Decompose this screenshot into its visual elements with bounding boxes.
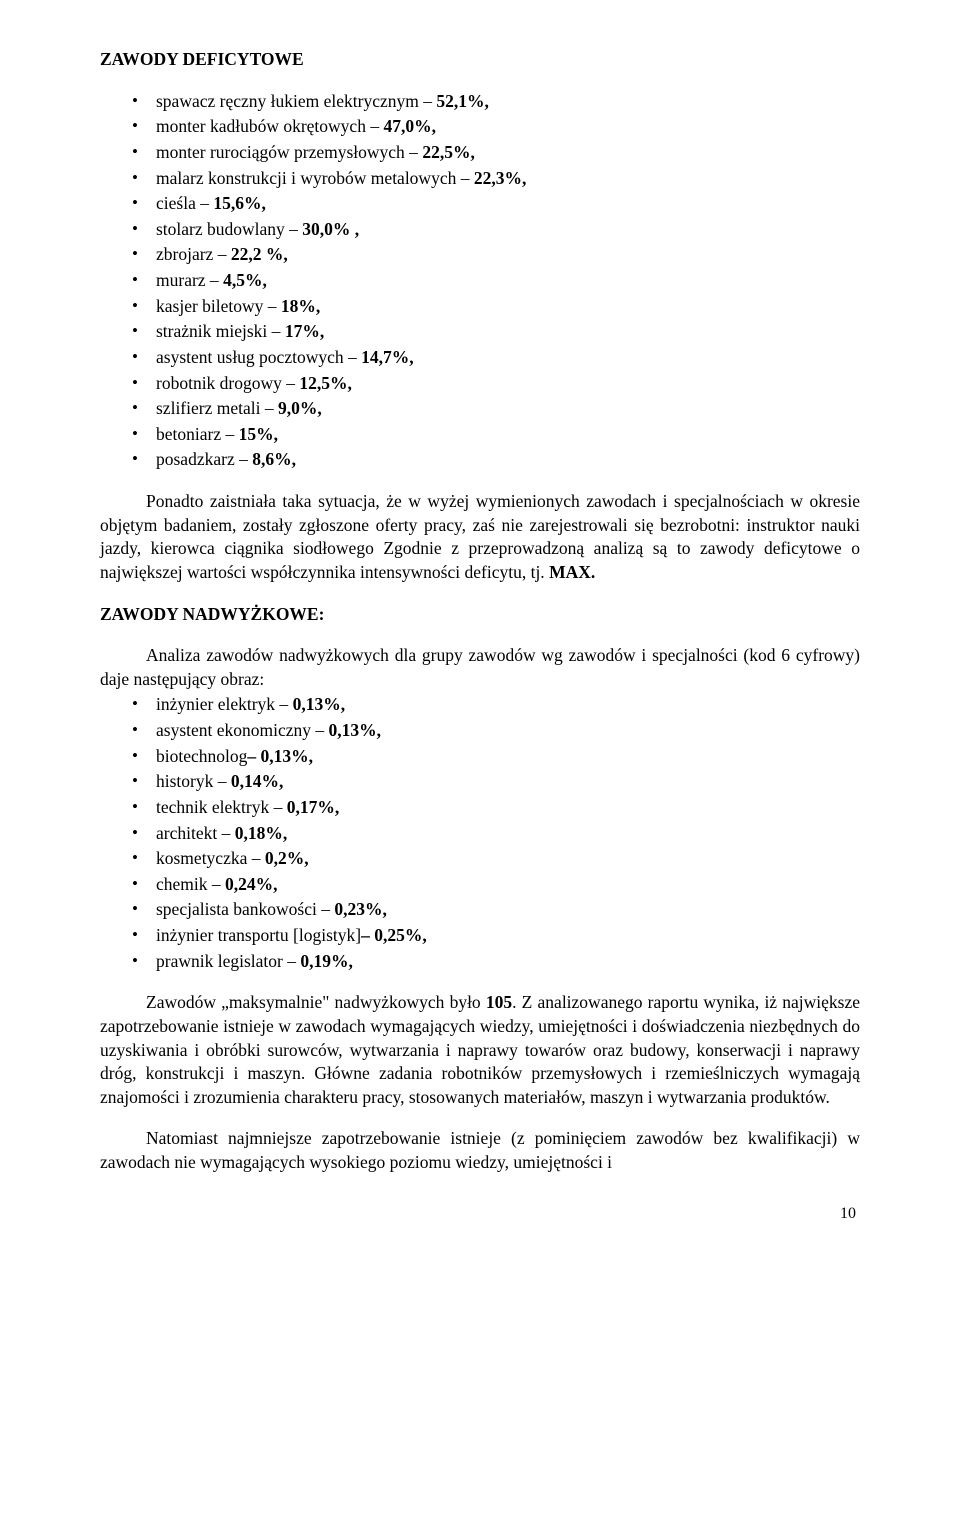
item-value: 22,5%,	[422, 142, 475, 162]
document-page: ZAWODY DEFICYTOWE spawacz ręczny łukiem …	[0, 0, 960, 1264]
item-value: 14,7%,	[361, 347, 414, 367]
list-item: malarz konstrukcji i wyrobów metalowych …	[100, 167, 860, 191]
item-value: 30,0% ,	[302, 219, 359, 239]
list-item: historyk – 0,14%,	[100, 770, 860, 794]
list-item: asystent usług pocztowych – 14,7%,	[100, 346, 860, 370]
item-text: szlifierz metali –	[156, 398, 278, 418]
item-text: monter rurociągów przemysłowych –	[156, 142, 422, 162]
list-item: chemik – 0,24%,	[100, 873, 860, 897]
item-value: 12,5%,	[299, 373, 352, 393]
list-item: technik elektryk – 0,17%,	[100, 796, 860, 820]
list-item: strażnik miejski – 17%,	[100, 320, 860, 344]
list-item: cieśla – 15,6%,	[100, 192, 860, 216]
item-text: stolarz budowlany –	[156, 219, 302, 239]
list-item: spawacz ręczny łukiem elektrycznym – 52,…	[100, 90, 860, 114]
item-value: 47,0%,	[383, 116, 436, 136]
item-value: 18%,	[281, 296, 320, 316]
page-number: 10	[100, 1203, 860, 1225]
item-text: murarz –	[156, 270, 223, 290]
item-value: 15,6%,	[213, 193, 266, 213]
item-value: 0,13%,	[293, 694, 346, 714]
item-value: 4,5%,	[223, 270, 267, 290]
item-text: robotnik drogowy –	[156, 373, 299, 393]
item-value: 0,14%,	[231, 771, 284, 791]
para3-a: Zawodów „maksymalnie" nadwyżkowych było	[146, 992, 486, 1012]
item-value: 0,17%,	[287, 797, 340, 817]
item-value: – 0,25%,	[361, 925, 427, 945]
item-text: chemik –	[156, 874, 225, 894]
item-value: 0,2%,	[265, 848, 309, 868]
list-item: kasjer biletowy – 18%,	[100, 295, 860, 319]
deficit-list: spawacz ręczny łukiem elektrycznym – 52,…	[100, 90, 860, 472]
list-item: asystent ekonomiczny – 0,13%,	[100, 719, 860, 743]
paragraph-surplus-summary: Zawodów „maksymalnie" nadwyżkowych było …	[100, 991, 860, 1109]
list-item: posadzkarz – 8,6%,	[100, 448, 860, 472]
list-item: specjalista bankowości – 0,23%,	[100, 898, 860, 922]
list-item: betoniarz – 15%,	[100, 423, 860, 447]
item-text: architekt –	[156, 823, 235, 843]
paragraph-deficit-summary: Ponadto zaistniała taka sytuacja, że w w…	[100, 490, 860, 585]
item-text: inżynier transportu [logistyk]	[156, 925, 361, 945]
item-value: 0,18%,	[235, 823, 288, 843]
item-text: asystent usług pocztowych –	[156, 347, 361, 367]
list-item: monter kadłubów okrętowych – 47,0%,	[100, 115, 860, 139]
item-value: 0,13%,	[329, 720, 382, 740]
paragraph-last: Natomiast najmniejsze zapotrzebowanie is…	[100, 1127, 860, 1174]
item-value: 22,3%,	[474, 168, 527, 188]
para1-text: Ponadto zaistniała taka sytuacja, że w w…	[100, 491, 860, 582]
heading-deficit: ZAWODY DEFICYTOWE	[100, 48, 860, 72]
item-value: 52,1%,	[436, 91, 489, 111]
item-text: prawnik legislator –	[156, 951, 300, 971]
item-value: 9,0%,	[278, 398, 322, 418]
item-text: biotechnolog	[156, 746, 247, 766]
item-value: 0,24%,	[225, 874, 278, 894]
item-text: spawacz ręczny łukiem elektrycznym –	[156, 91, 436, 111]
item-text: historyk –	[156, 771, 231, 791]
item-value: 15%,	[239, 424, 278, 444]
item-text: monter kadłubów okrętowych –	[156, 116, 383, 136]
heading-surplus: ZAWODY NADWYŻKOWE:	[100, 603, 860, 627]
item-text: specjalista bankowości –	[156, 899, 334, 919]
list-item: stolarz budowlany – 30,0% ,	[100, 218, 860, 242]
list-item: zbrojarz – 22,2 %,	[100, 243, 860, 267]
item-text: strażnik miejski –	[156, 321, 285, 341]
list-item: architekt – 0,18%,	[100, 822, 860, 846]
item-text: zbrojarz –	[156, 244, 231, 264]
item-text: asystent ekonomiczny –	[156, 720, 329, 740]
item-value: 22,2 %,	[231, 244, 288, 264]
item-text: kasjer biletowy –	[156, 296, 281, 316]
item-value: 0,19%,	[300, 951, 353, 971]
surplus-list: inżynier elektryk – 0,13%,asystent ekono…	[100, 693, 860, 973]
item-text: kosmetyczka –	[156, 848, 265, 868]
list-item: monter rurociągów przemysłowych – 22,5%,	[100, 141, 860, 165]
item-text: cieśla –	[156, 193, 213, 213]
item-value: – 0,13%,	[247, 746, 313, 766]
item-value: 0,23%,	[334, 899, 387, 919]
item-text: posadzkarz –	[156, 449, 252, 469]
item-text: inżynier elektryk –	[156, 694, 293, 714]
list-item: robotnik drogowy – 12,5%,	[100, 372, 860, 396]
item-text: malarz konstrukcji i wyrobów metalowych …	[156, 168, 474, 188]
list-item: inżynier transportu [logistyk]– 0,25%,	[100, 924, 860, 948]
item-value: 17%,	[285, 321, 324, 341]
list-item: biotechnolog– 0,13%,	[100, 745, 860, 769]
item-value: 8,6%,	[252, 449, 296, 469]
list-item: prawnik legislator – 0,19%,	[100, 950, 860, 974]
item-text: betoniarz –	[156, 424, 239, 444]
list-item: kosmetyczka – 0,2%,	[100, 847, 860, 871]
para1-max: MAX.	[549, 562, 595, 582]
list-item: inżynier elektryk – 0,13%,	[100, 693, 860, 717]
para3-count: 105	[486, 992, 512, 1012]
list-item: murarz – 4,5%,	[100, 269, 860, 293]
item-text: technik elektryk –	[156, 797, 287, 817]
paragraph-surplus-intro: Analiza zawodów nadwyżkowych dla grupy z…	[100, 644, 860, 691]
list-item: szlifierz metali – 9,0%,	[100, 397, 860, 421]
